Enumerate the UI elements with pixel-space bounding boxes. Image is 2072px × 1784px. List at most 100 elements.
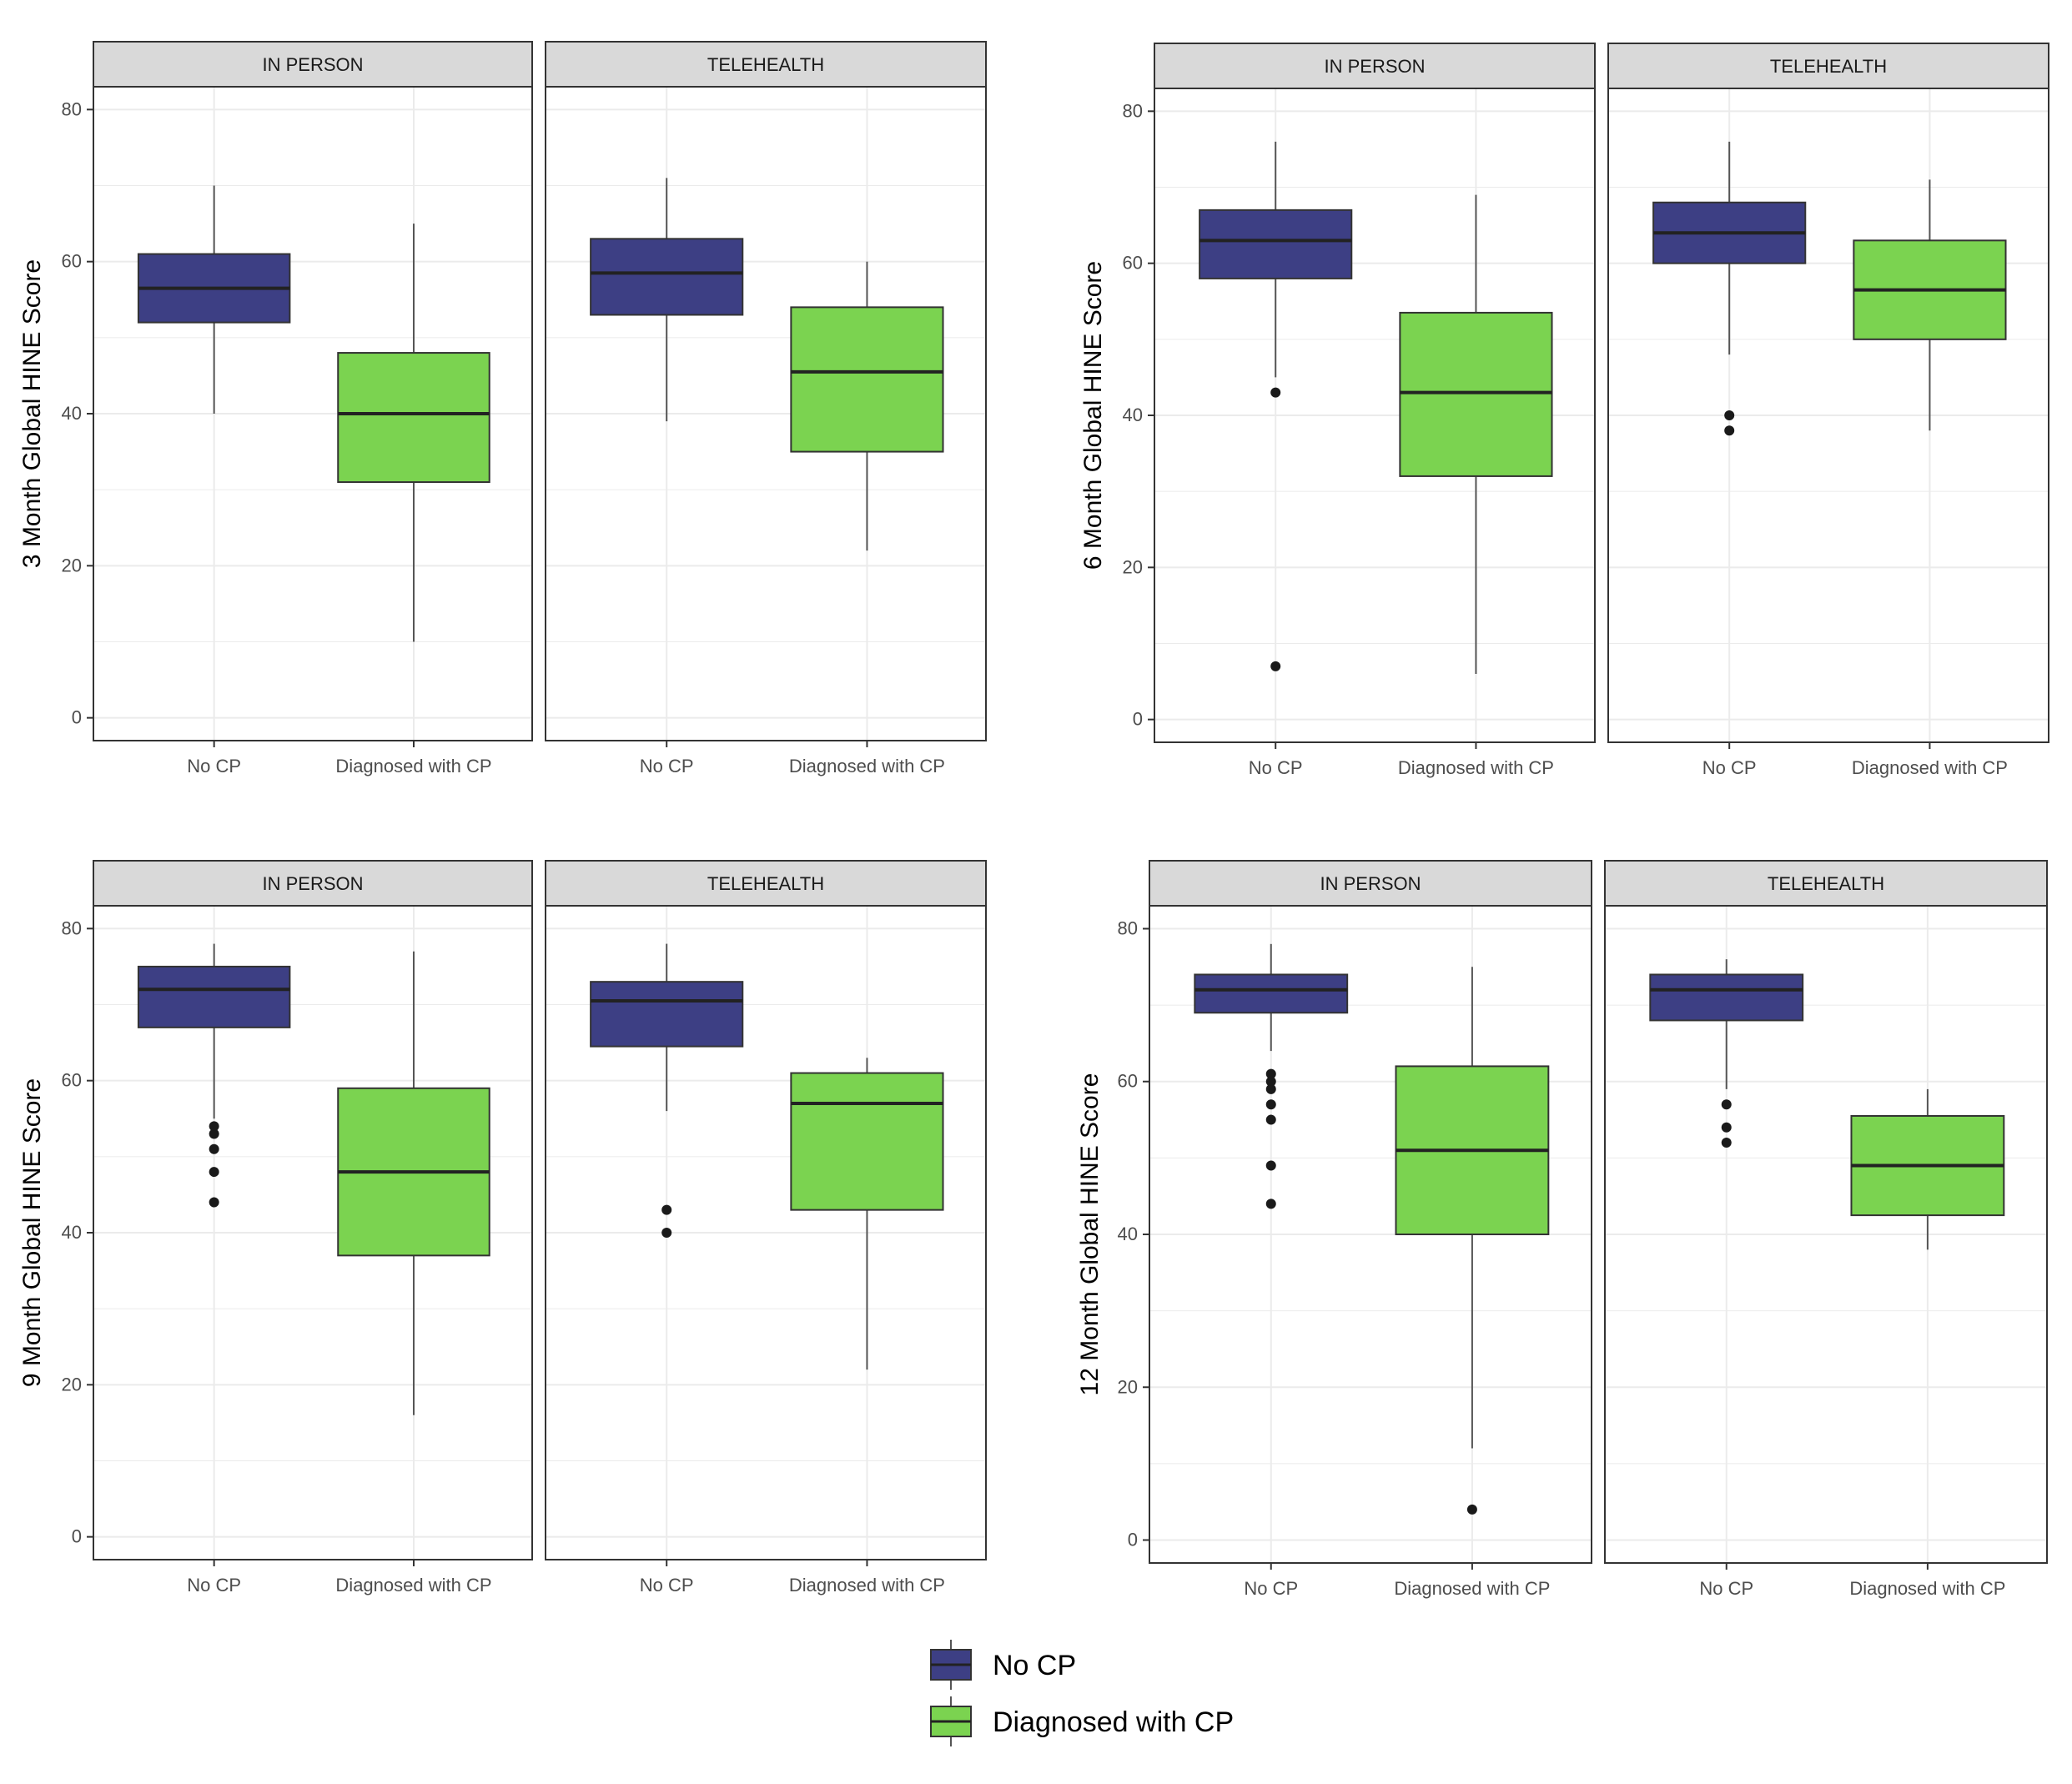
facet-strip-label: IN PERSON xyxy=(1324,56,1425,77)
outlier-point xyxy=(1265,1160,1276,1171)
boxplot-no-cp xyxy=(590,943,744,1238)
y-axis-title: 9 Month Global HINE Score xyxy=(18,1078,46,1387)
outlier-point xyxy=(1724,410,1735,420)
y-axis-title: 12 Month Global HINE Score xyxy=(1076,1073,1104,1396)
y-tick-label: 0 xyxy=(1133,709,1143,730)
y-tick-label: 20 xyxy=(1123,556,1143,577)
facet-panel: IN PERSON No CP Diagnosed with CP xyxy=(93,860,533,1596)
facet-strip xyxy=(545,41,987,88)
y-tick-label: 80 xyxy=(1123,100,1143,121)
x-tick-label: No CP xyxy=(187,756,241,776)
boxplot-no-cp xyxy=(1652,141,1807,436)
outlier-point xyxy=(1265,1114,1276,1125)
x-tick-label: Diagnosed with CP xyxy=(1849,1578,2005,1599)
box-iqr xyxy=(1399,311,1553,477)
facet-strip xyxy=(1607,43,2049,89)
outlier-point xyxy=(661,1228,672,1238)
boxplot-cp xyxy=(337,224,490,642)
y-tick-label: 60 xyxy=(1123,253,1143,274)
boxplot-cp xyxy=(1853,179,2007,431)
outlier-point xyxy=(209,1197,219,1208)
outlier-point xyxy=(1721,1138,1732,1148)
box-iqr xyxy=(790,1072,944,1211)
facet-strip-label: TELEHEALTH xyxy=(707,873,824,894)
legend-label: No CP xyxy=(993,1650,1076,1681)
outlier-point xyxy=(1466,1504,1477,1515)
boxplot-cp xyxy=(1395,967,1550,1515)
facet-panel: TELEHEALTH No CP Diagnosed with CP xyxy=(1604,860,2048,1599)
x-tick-label: No CP xyxy=(187,1575,241,1596)
y-tick-label: 60 xyxy=(62,251,82,272)
panel-border xyxy=(1149,905,1592,1564)
box-iqr xyxy=(337,352,490,484)
x-tick-label: No CP xyxy=(640,1575,694,1596)
y-tick-label: 0 xyxy=(72,707,82,728)
boxplot-no-cp xyxy=(1194,943,1349,1209)
panel-border xyxy=(545,905,987,1560)
y-tick-label: 40 xyxy=(1123,405,1143,425)
y-tick-label: 40 xyxy=(1118,1224,1138,1244)
y-tick-label: 60 xyxy=(62,1070,82,1091)
outlier-point xyxy=(1270,661,1281,671)
outlier-point xyxy=(1265,1199,1276,1209)
legend: No CP Diagnosed with CP xyxy=(930,1640,1234,1746)
box-iqr xyxy=(1194,973,1349,1014)
chart-0: 3 Month Global HINE Score 0 20 40 60 80 IN PER… xyxy=(18,41,987,776)
outlier-point xyxy=(1265,1076,1276,1087)
outlier-point xyxy=(1270,387,1281,398)
facet-strip-label: IN PERSON xyxy=(1320,873,1421,894)
y-tick-label: 0 xyxy=(72,1526,82,1547)
boxplot-no-cp xyxy=(1199,141,1353,671)
legend-key xyxy=(930,1696,972,1746)
boxplot-no-cp xyxy=(1649,959,1804,1148)
boxplot-no-cp xyxy=(137,943,291,1208)
panel-border xyxy=(93,905,533,1560)
chart-1: 6 Month Global HINE Score 0 20 40 60 80 IN PER… xyxy=(1079,43,2049,778)
facet-strip xyxy=(1149,860,1592,907)
y-tick-label: 40 xyxy=(62,1222,82,1243)
facet-strip-label: TELEHEALTH xyxy=(1768,873,1884,894)
facet-strip-label: IN PERSON xyxy=(262,873,363,894)
outlier-point xyxy=(209,1167,219,1178)
boxplot-no-cp xyxy=(137,185,291,414)
y-tick-label: 20 xyxy=(62,555,82,575)
outlier-point xyxy=(1265,1099,1276,1110)
outlier-point xyxy=(1724,425,1735,436)
facet-strip xyxy=(1154,43,1596,89)
box-iqr xyxy=(790,306,944,453)
outlier-point xyxy=(1721,1099,1732,1110)
boxplot-cp xyxy=(1850,1088,2005,1250)
panel-border xyxy=(1607,88,2049,743)
x-tick-label: No CP xyxy=(640,756,694,776)
outlier-point xyxy=(661,1204,672,1215)
outlier-point xyxy=(1265,1083,1276,1094)
x-tick-label: Diagnosed with CP xyxy=(789,1575,945,1596)
box-iqr xyxy=(1199,209,1353,279)
box-iqr xyxy=(1649,973,1804,1022)
y-tick-label: 20 xyxy=(62,1374,82,1395)
outlier-point xyxy=(209,1128,219,1139)
facet-strip-label: IN PERSON xyxy=(262,54,363,75)
panel-border xyxy=(93,86,533,741)
facet-panel: TELEHEALTH No CP Diagnosed with CP xyxy=(1607,43,2049,778)
x-tick-label: No CP xyxy=(1244,1578,1298,1599)
legend-label: Diagnosed with CP xyxy=(993,1706,1234,1738)
facet-panel: IN PERSON No CP Diagnosed with CP xyxy=(1149,860,1592,1599)
facet-strip xyxy=(93,41,533,88)
boxplot-cp xyxy=(1399,194,1553,674)
y-tick-label: 80 xyxy=(1118,917,1138,938)
facet-strip-label: TELEHEALTH xyxy=(707,54,824,75)
boxplot-cp xyxy=(337,951,490,1415)
y-tick-label: 60 xyxy=(1118,1071,1138,1092)
chart-3: 12 Month Global HINE Score 0 20 40 60 80 IN PE… xyxy=(1076,860,2048,1599)
outlier-point xyxy=(1721,1122,1732,1133)
box-iqr xyxy=(137,965,291,1028)
facet-panel: IN PERSON No CP Diagnosed with CP xyxy=(1154,43,1596,778)
facet-strip xyxy=(545,860,987,907)
y-tick-label: 0 xyxy=(1128,1530,1138,1550)
x-tick-label: Diagnosed with CP xyxy=(1394,1578,1550,1599)
x-tick-label: Diagnosed with CP xyxy=(1398,757,1554,778)
chart-2: 9 Month Global HINE Score 0 20 40 60 80 IN PER… xyxy=(18,860,987,1596)
x-tick-label: Diagnosed with CP xyxy=(335,1575,491,1596)
facet-panel: TELEHEALTH No CP Diagnosed with CP xyxy=(545,41,987,776)
